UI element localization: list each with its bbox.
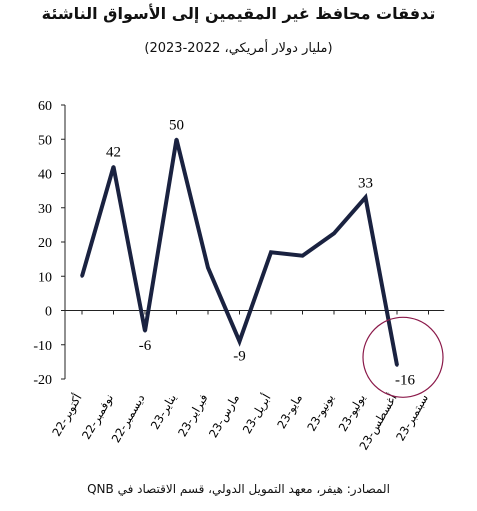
data-point <box>269 250 273 254</box>
y-tick-label: 40 <box>38 168 52 183</box>
data-point <box>80 274 84 278</box>
x-tick-label: يناير-23 <box>148 392 180 433</box>
data-label: -16 <box>395 372 415 388</box>
data-point <box>206 266 210 270</box>
data-point <box>238 339 241 343</box>
x-tick-label: مارس-23 <box>206 392 243 441</box>
chart-subtitle: (مليار دولار أمريكي، 2022-2023) <box>144 41 333 56</box>
data-label: 42 <box>106 145 121 161</box>
y-tick-label: 0 <box>45 305 52 320</box>
data-point <box>364 195 367 199</box>
y-tick-label: 30 <box>38 202 52 217</box>
highlight-circle <box>362 316 444 398</box>
data-label: 50 <box>169 117 184 133</box>
y-tick-label: -20 <box>33 373 52 388</box>
y-tick-label: 60 <box>38 99 52 114</box>
y-tick-label: 50 <box>38 133 52 148</box>
y-tick-label: -10 <box>33 339 52 354</box>
chart-title: تدفقات محافظ غير المقيمين إلى الأسواق ال… <box>41 4 436 23</box>
series-line <box>80 138 399 366</box>
data-point <box>332 231 336 235</box>
data-point <box>175 137 178 141</box>
chart-source-note: المصادر: هيفر، معهد التمويل الدولي، قسم … <box>87 482 390 496</box>
data-label: 33 <box>358 175 373 191</box>
data-point <box>143 329 147 333</box>
x-tick-label: يوليو-23 <box>336 392 369 435</box>
x-tick-label: يونيو-23 <box>304 392 337 435</box>
x-tick-label: مايو-23 <box>274 392 306 432</box>
data-point <box>301 254 304 258</box>
data-label: -9 <box>233 348 246 364</box>
y-tick-label: 10 <box>38 270 52 285</box>
data-label: -6 <box>139 338 152 354</box>
data-point <box>395 363 399 367</box>
y-tick-label: 20 <box>38 236 52 251</box>
x-tick-label: أبريل-23 <box>239 391 275 437</box>
data-point <box>112 165 115 169</box>
